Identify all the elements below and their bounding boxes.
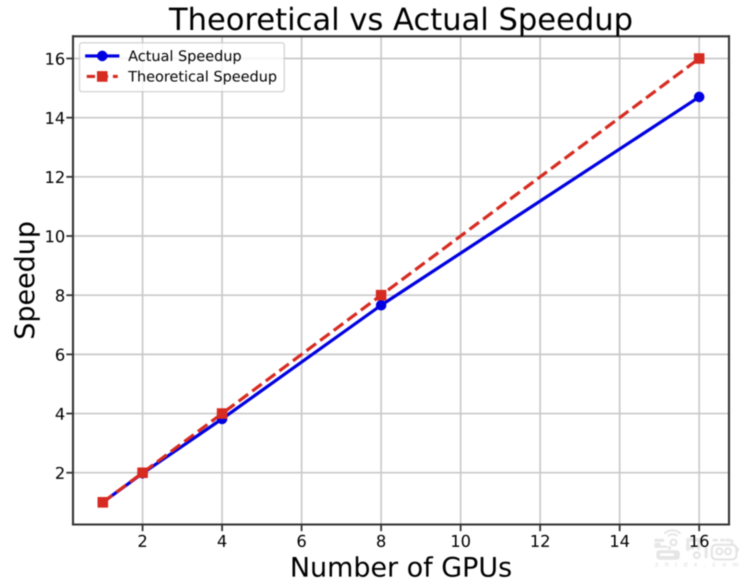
svg-text:zhidx.com: zhidx.com: [655, 562, 745, 569]
